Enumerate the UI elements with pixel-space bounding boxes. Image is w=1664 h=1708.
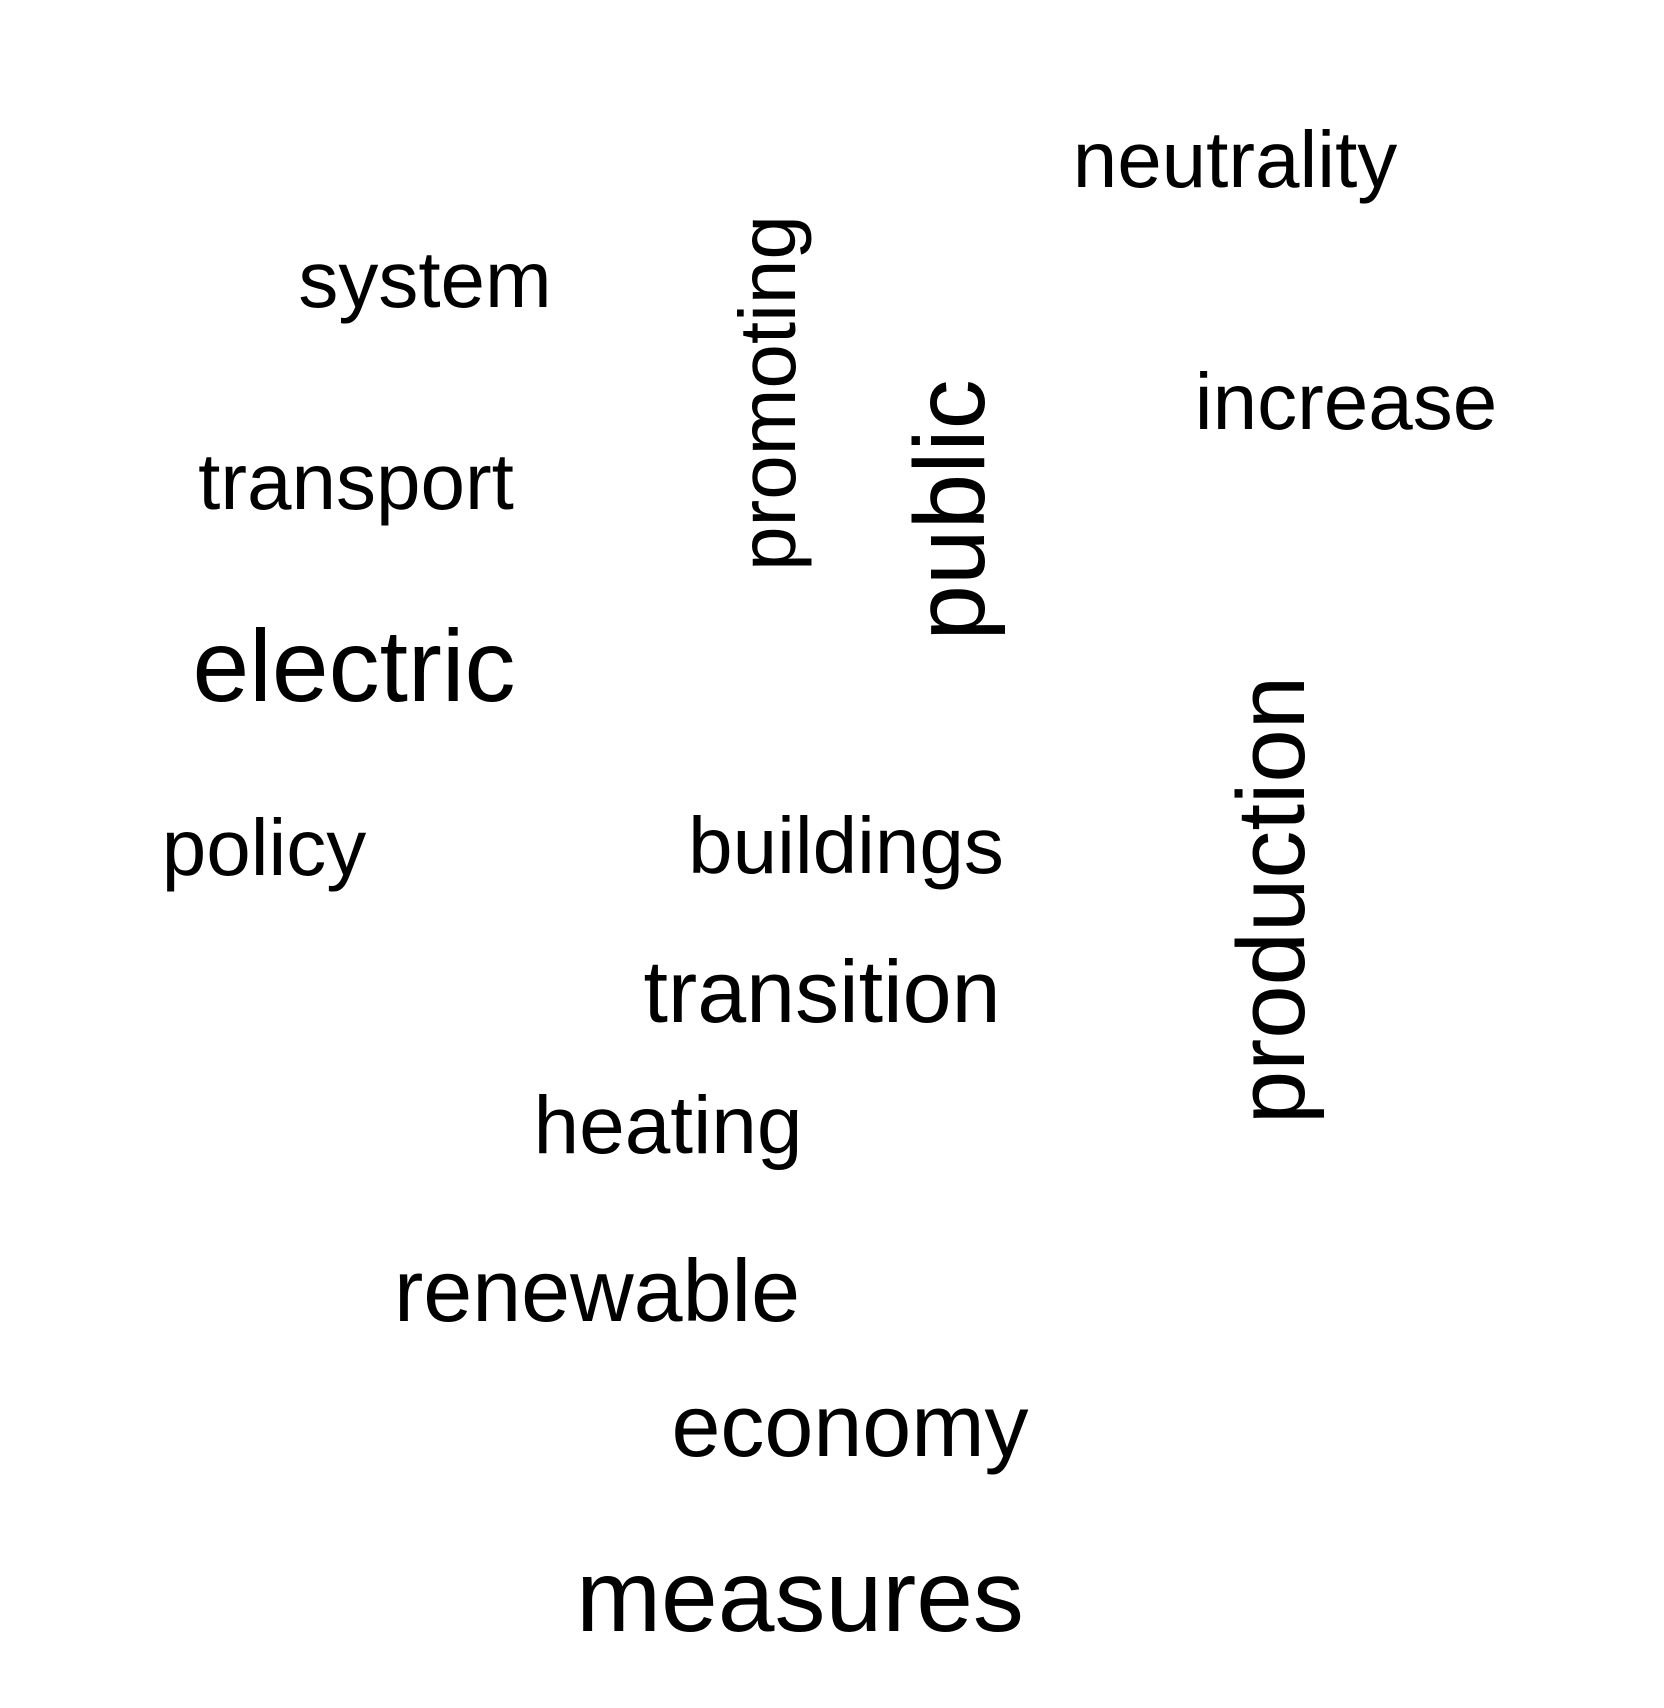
word-measures: measures <box>576 1539 1024 1653</box>
word-policy: policy <box>161 803 367 892</box>
word-system: system <box>298 235 552 324</box>
word-neutrality: neutrality <box>1072 115 1398 204</box>
word-production: production <box>1218 675 1325 1125</box>
word-transition: transition <box>643 942 1001 1041</box>
word-renewable: renewable <box>393 1241 801 1340</box>
word-promoting: promoting <box>723 215 812 571</box>
word-economy: economy <box>671 1376 1029 1475</box>
word-transport: transport <box>198 437 514 526</box>
word-increase: increase <box>1194 357 1498 446</box>
word-electric: electric <box>192 609 516 723</box>
word-heating: heating <box>533 1080 803 1171</box>
word-buildings: buildings <box>688 801 1004 890</box>
word-public: public <box>894 379 1006 641</box>
